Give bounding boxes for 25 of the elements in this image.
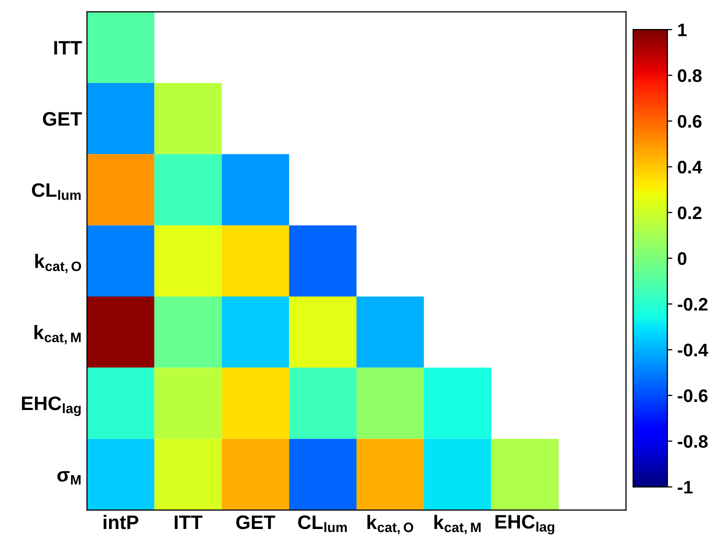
- color-bar-label: -0.2: [678, 298, 708, 311]
- y-tick-label: GET: [42, 112, 82, 126]
- color-bar-label: 0.8: [678, 69, 702, 82]
- y-tick-label: σ$_{M}$: [57, 471, 81, 485]
- color-bar-label: 1: [678, 24, 687, 36]
- color-bar-label: -0.4: [678, 344, 708, 356]
- y-tick-label: EHC$_{lag}$: [22, 396, 81, 416]
- x-tick-label: CL$_{lum}$: [298, 515, 347, 532]
- x-tick-label: GET: [236, 515, 276, 530]
- y-tick-label: CL$_{lum}$: [32, 183, 81, 200]
- y-tick-label: ITT: [54, 41, 82, 54]
- color-bar-label: 0: [678, 252, 686, 265]
- color-bar-label: 0.2: [678, 206, 702, 220]
- y-tick-label: k$_{cat,M}$: [34, 325, 81, 344]
- color-bar-label: -0.8: [678, 435, 708, 448]
- x-tick-label: intP: [104, 514, 138, 530]
- color-bar-label: 0.4: [678, 160, 702, 174]
- x-tick-label: k$_{cat,O}$: [367, 514, 414, 534]
- color-bar-label: 0.6: [678, 114, 702, 128]
- color-bar-label: -1: [678, 481, 693, 494]
- x-tick-label: ITT: [174, 516, 202, 529]
- y-tick-label: k$_{cat,O}$: [35, 254, 82, 274]
- color-bar-label: -0.6: [678, 389, 708, 402]
- x-tick-label: k$_{cat,M}$: [434, 514, 481, 534]
- x-tick-label: EHC$_{lag}$: [496, 514, 554, 534]
